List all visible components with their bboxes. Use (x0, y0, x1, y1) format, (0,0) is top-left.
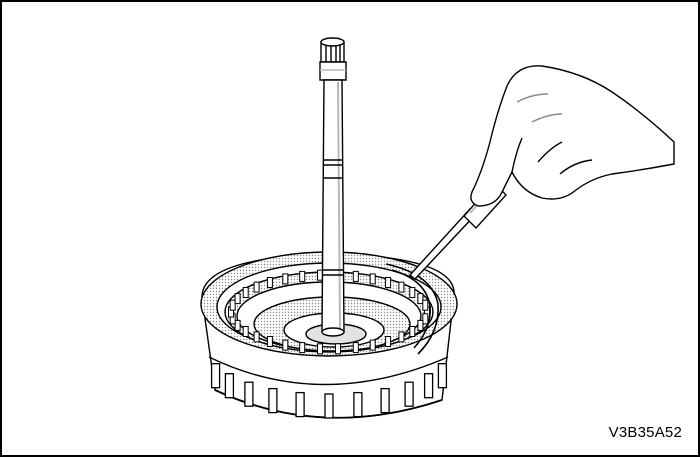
snap-ring-icon (385, 263, 439, 355)
drum-spline (253, 281, 260, 293)
drum-spline (352, 342, 359, 354)
drum-spline (417, 293, 424, 305)
drum-spline (335, 343, 341, 355)
drum-spline (242, 326, 249, 337)
drum-spline (369, 273, 376, 285)
drum-slots (210, 363, 448, 419)
drum-spline (242, 287, 249, 298)
drum-spline (282, 273, 289, 285)
drum-slot (404, 381, 414, 407)
drum-spline (282, 339, 289, 351)
drum-slot (437, 363, 448, 389)
drum-spline (398, 281, 405, 293)
drum-slot (210, 363, 221, 389)
drum-spline (417, 319, 424, 331)
drum-spline (385, 336, 392, 347)
drum-spline (409, 326, 416, 337)
drum-slot (224, 373, 235, 399)
drum-slot (244, 381, 254, 407)
drum-slot (295, 391, 305, 418)
drum-spline (317, 343, 323, 355)
figure-code: V3B35A52 (608, 424, 682, 441)
drum-slot (353, 391, 363, 418)
drum-spline (299, 342, 306, 354)
drum-slot (324, 393, 334, 419)
drum-spline (234, 293, 241, 305)
drum-spline (229, 299, 236, 311)
drum-spline (253, 331, 260, 343)
drum-slot (268, 387, 278, 414)
drum-spline (422, 313, 429, 325)
drum-spline (266, 336, 273, 347)
drum-spline (352, 270, 359, 282)
clutch-housing-icon (200, 251, 458, 419)
drum-spline (398, 331, 405, 343)
drum-spline (369, 339, 376, 351)
drum-spline (409, 287, 416, 298)
drum-slot (380, 387, 390, 414)
drum-spline (385, 277, 392, 288)
shaft-icon (319, 37, 347, 337)
drum-slot (423, 373, 434, 399)
drum-spline (299, 270, 306, 282)
drum-spline (422, 299, 429, 311)
drum-spline (234, 319, 241, 331)
hand-icon (470, 65, 675, 207)
drum-spline (266, 277, 273, 288)
